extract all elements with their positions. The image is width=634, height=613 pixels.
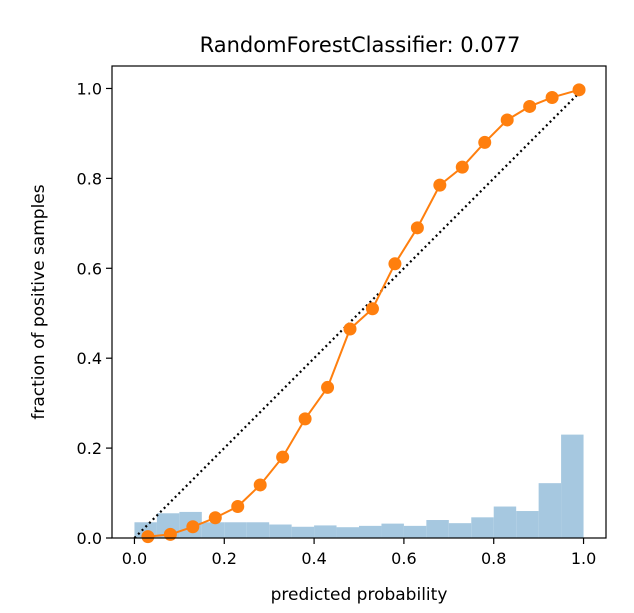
- y-axis-ticks: 0.0 0.2 0.4 0.6 0.8 1.0: [77, 79, 112, 548]
- calibration-curve-line: [147, 88, 580, 538]
- calibration-point: [455, 160, 469, 174]
- histogram-bar: [426, 520, 449, 538]
- plot-frame: [111, 65, 607, 539]
- y-tick-label: 0.6: [77, 259, 102, 278]
- y-tick-label: 0.0: [77, 529, 102, 548]
- histogram-layer: [134, 434, 584, 538]
- calibration-curve-layer: [141, 83, 586, 544]
- calibration-point: [545, 90, 559, 104]
- histogram-bar: [314, 525, 337, 538]
- histogram-bar: [448, 523, 472, 538]
- histogram-bar: [493, 506, 517, 538]
- calibration-point: [572, 83, 586, 97]
- calibration-point: [208, 511, 222, 525]
- histogram-bar: [201, 522, 225, 538]
- histogram-bar: [291, 526, 315, 538]
- x-tick-label: 1.0: [571, 549, 596, 568]
- x-tick-label: 0.4: [301, 549, 326, 568]
- calibration-point: [523, 99, 537, 113]
- y-tick-label: 1.0: [77, 79, 102, 98]
- calibration-point: [321, 380, 335, 394]
- y-tick-label: 0.4: [77, 349, 102, 368]
- histogram-bar: [516, 511, 539, 538]
- calibration-point: [500, 113, 514, 127]
- calibration-point: [253, 478, 267, 492]
- calibration-point: [163, 527, 177, 541]
- calibration-point: [365, 302, 379, 316]
- calibration-point: [433, 178, 447, 192]
- histogram-bar: [336, 527, 359, 538]
- histogram-bar: [224, 522, 247, 538]
- histogram-bar: [471, 517, 494, 538]
- histogram-bar: [538, 483, 562, 538]
- calibration-point: [478, 135, 492, 149]
- calibration-point: [388, 257, 402, 271]
- x-tick-label: 0.6: [391, 549, 416, 568]
- histogram-bar: [246, 522, 270, 538]
- histogram-bar: [359, 525, 382, 538]
- calibration-point: [343, 322, 357, 336]
- calibration-point: [410, 221, 424, 235]
- calibration-point: [298, 412, 312, 426]
- diagonal-layer: [133, 87, 585, 539]
- calibration-point: [231, 500, 245, 514]
- calibration-point: [186, 520, 200, 534]
- y-tick-label: 0.2: [77, 439, 102, 458]
- histogram-bar: [381, 523, 404, 538]
- calibration-point: [141, 530, 155, 544]
- y-tick-label: 0.8: [77, 169, 102, 188]
- x-axis-label: predicted probability: [271, 585, 448, 605]
- chart-title: RandomForestClassifier: 0.077: [200, 33, 521, 57]
- calibration-point: [276, 450, 290, 464]
- x-tick-label: 0.0: [122, 549, 147, 568]
- histogram-bar: [269, 524, 292, 538]
- x-axis-ticks: 0.0 0.2 0.4 0.6 0.8 1.0: [122, 538, 596, 568]
- y-axis-label: fraction of positive samples: [29, 184, 49, 419]
- x-tick-label: 0.8: [481, 549, 506, 568]
- perfect-calibration-line: [133, 87, 585, 539]
- histogram-bar: [561, 434, 584, 538]
- histogram-bar: [403, 525, 427, 538]
- x-tick-label: 0.2: [212, 549, 237, 568]
